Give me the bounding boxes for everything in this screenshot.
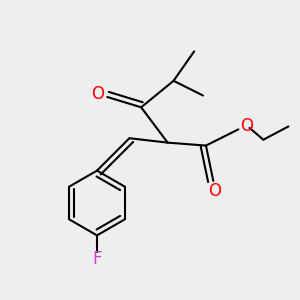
Text: O: O [240,117,253,135]
Text: O: O [92,85,104,103]
Text: F: F [92,250,102,268]
Text: O: O [208,182,221,200]
